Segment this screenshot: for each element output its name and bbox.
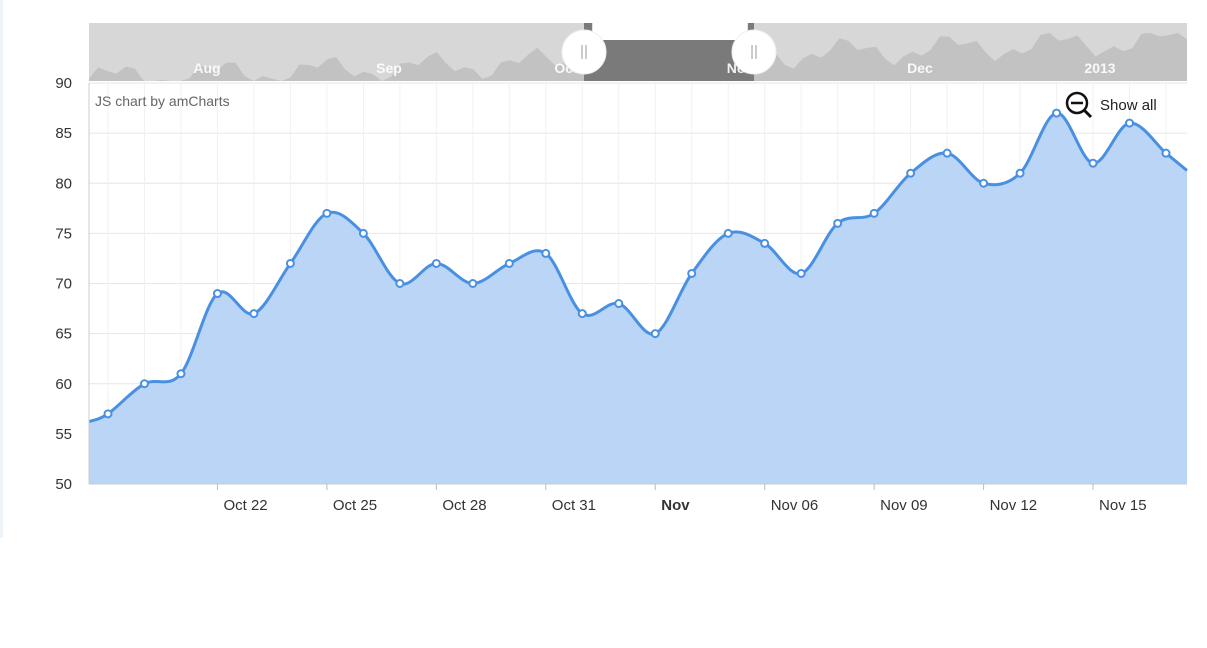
y-tick-label: 60 <box>55 376 72 393</box>
data-point[interactable] <box>942 148 952 158</box>
x-tick-label: Oct 22 <box>223 497 267 514</box>
data-point[interactable] <box>723 228 733 238</box>
left-frame-border <box>0 0 3 538</box>
data-point[interactable] <box>468 279 478 288</box>
y-tick-label: 55 <box>55 426 72 443</box>
data-point[interactable] <box>139 379 149 389</box>
data-point[interactable] <box>979 178 989 188</box>
data-point[interactable] <box>322 208 332 218</box>
data-point[interactable] <box>395 279 405 288</box>
y-tick-label: 80 <box>55 175 72 192</box>
scrollbar-right-grip[interactable] <box>731 29 777 75</box>
data-point[interactable] <box>577 309 587 319</box>
data-point[interactable] <box>796 268 806 278</box>
x-axis: Oct 22 Oct 25 Oct 28 Oct 31 Nov Nov 06 Nov 09 N… <box>216 484 1147 514</box>
x-tick-label: Nov 12 <box>990 497 1038 514</box>
show-all-label[interactable]: Show all <box>1100 97 1157 114</box>
x-tick-label: Oct 31 <box>552 497 596 514</box>
scrollbar-period-label: Aug <box>193 60 220 76</box>
x-tick-label: Nov 09 <box>880 497 928 514</box>
scrollbar-selected-preview <box>592 23 748 40</box>
x-tick-label: Nov <box>661 497 690 514</box>
y-tick-label: 50 <box>55 476 72 493</box>
data-point[interactable] <box>1088 158 1098 168</box>
data-point[interactable] <box>285 258 295 268</box>
data-point[interactable] <box>1015 168 1025 178</box>
zoom-out-icon <box>1065 91 1093 119</box>
show-all-button[interactable]: Show all <box>1065 91 1157 119</box>
y-tick-label: 70 <box>55 276 72 293</box>
data-point[interactable] <box>869 208 879 218</box>
data-point[interactable] <box>760 238 770 248</box>
data-point[interactable] <box>504 258 514 268</box>
data-point[interactable] <box>358 228 368 238</box>
scrollbar-period-label: Dec <box>907 60 933 76</box>
y-tick-label: 65 <box>55 326 72 343</box>
series-area-fill <box>89 113 1187 484</box>
data-point[interactable] <box>431 258 441 268</box>
drag-grip-icon <box>581 45 587 59</box>
data-point[interactable] <box>176 369 186 379</box>
scrollbar-period-label: 2013 <box>1084 60 1115 76</box>
y-tick-label: 75 <box>55 225 72 242</box>
data-point[interactable] <box>249 309 259 319</box>
y-tick-label: 85 <box>55 125 72 142</box>
scrollbar-left-grip[interactable] <box>561 29 607 75</box>
data-point[interactable] <box>1161 148 1171 158</box>
data-point[interactable] <box>1052 108 1062 118</box>
data-point[interactable] <box>833 218 843 228</box>
x-tick-label: Oct 28 <box>442 497 486 514</box>
x-tick-label: Nov 15 <box>1099 497 1147 514</box>
data-point[interactable] <box>212 289 222 299</box>
y-axis: 50 55 60 65 70 75 80 85 90 <box>55 75 72 493</box>
chart-scrollbar[interactable]: AugSepOctNovDec2013 <box>89 23 1187 81</box>
x-tick-label: Nov 06 <box>771 497 819 514</box>
chart-credit[interactable]: JS chart by amCharts <box>95 93 230 109</box>
data-point[interactable] <box>103 409 113 419</box>
data-point[interactable] <box>541 248 551 258</box>
data-point[interactable] <box>650 329 660 339</box>
x-tick-label: Oct 25 <box>333 497 377 514</box>
data-point[interactable] <box>614 299 624 309</box>
data-point[interactable] <box>1125 118 1135 128</box>
scrollbar-period-label: Sep <box>376 60 402 76</box>
drag-grip-icon <box>751 45 757 59</box>
data-point[interactable] <box>906 168 916 178</box>
data-point[interactable] <box>687 268 697 278</box>
y-tick-label: 90 <box>55 75 72 92</box>
